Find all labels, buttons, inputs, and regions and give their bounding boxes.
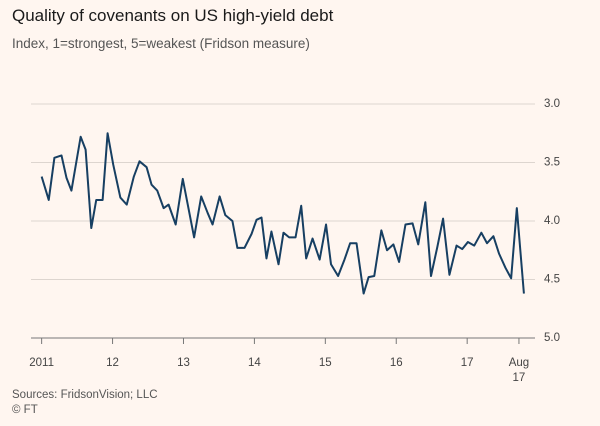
credit: © FT (12, 404, 38, 416)
x-tick-label: 16 (389, 357, 403, 369)
y-tick-label: 4.5 (544, 274, 560, 286)
y-tick-label: 4.0 (544, 215, 560, 227)
chart-title: Quality of covenants on US high-yield de… (12, 6, 334, 25)
y-tick-label: 3.5 (544, 157, 560, 169)
y-tick-label: 3.0 (544, 98, 560, 110)
chart-subtitle: Index, 1=strongest, 5=weakest (Fridson m… (12, 36, 310, 51)
x-tick-label: 2011 (29, 357, 54, 369)
x-tick-label: 15 (318, 357, 332, 369)
x-tick-label: 12 (106, 357, 119, 369)
x-tick-label: Aug 17 (508, 357, 530, 384)
x-tick-label: 17 (460, 357, 474, 369)
data-line (40, 132, 525, 295)
source-note: Sources: FridsonVision; LLC (12, 389, 158, 401)
x-tick-label: 14 (247, 357, 261, 369)
y-tick-label: 5.0 (544, 332, 560, 344)
x-tick-label: 13 (177, 357, 190, 369)
